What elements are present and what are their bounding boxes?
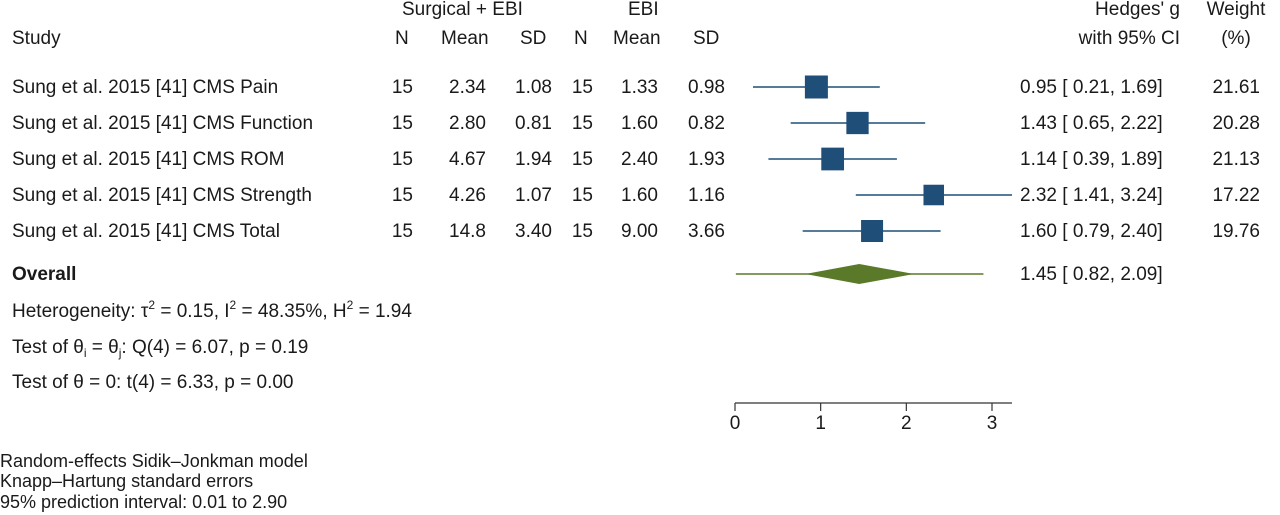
n1-cell: 15 [391, 149, 413, 170]
sd2-cell: 1.93 [688, 149, 725, 170]
ci-text-cell: 1.43 [ 0.65, 2.22] [1020, 113, 1163, 134]
overall-ci-text: 1.45 [ 0.82, 2.09] [1020, 264, 1163, 285]
sd1-cell: 1.94 [515, 149, 552, 170]
sd1-cell: 0.81 [515, 113, 552, 134]
mean1-cell: 2.80 [449, 113, 486, 134]
mean2-cell: 1.60 [621, 185, 658, 206]
weight-header-line2: (%) [1221, 28, 1251, 49]
weight-header-line1: Weight [1206, 0, 1266, 20]
mean1-cell: 4.67 [449, 149, 486, 170]
effect-marker [821, 147, 845, 171]
study-column-header: Study [12, 28, 61, 49]
n1-cell: 15 [391, 113, 413, 134]
sd2-cell: 0.82 [688, 113, 725, 134]
sd2-cell: 3.66 [688, 221, 725, 242]
sd1-cell: 1.08 [515, 77, 552, 98]
se-footnote: Knapp–Hartung standard errors [0, 471, 254, 491]
study-label: Sung et al. 2015 [41] CMS Function [12, 113, 314, 134]
sd2-column-header: SD [693, 28, 720, 49]
n2-cell: 15 [571, 113, 593, 134]
overall-effect-test-text: Test of θ = 0: t(4) = 6.33, p = 0.00 [12, 372, 294, 393]
study-label: Sung et al. 2015 [41] CMS Pain [12, 77, 279, 98]
ci-text-cell: 0.95 [ 0.21, 1.69] [1020, 77, 1163, 98]
n2-cell: 15 [571, 149, 593, 170]
x-axis-tick-label: 1 [815, 413, 826, 434]
mean2-cell: 2.40 [621, 149, 658, 170]
mean1-cell: 2.34 [449, 77, 486, 98]
sd2-cell: 0.98 [688, 77, 725, 98]
weight-cell: 21.61 [1212, 77, 1260, 98]
n2-cell: 15 [571, 77, 593, 98]
ci-text-cell: 1.14 [ 0.39, 1.89] [1020, 149, 1163, 170]
study-label: Sung et al. 2015 [41] CMS ROM [12, 149, 285, 170]
sd1-cell: 1.07 [515, 185, 552, 206]
n2-column-header: N [574, 28, 588, 49]
overall-diamond [805, 264, 915, 284]
x-axis-tick-label: 3 [987, 413, 998, 434]
n1-cell: 15 [391, 221, 413, 242]
weight-cell: 20.28 [1212, 113, 1260, 134]
mean2-cell: 9.00 [621, 221, 658, 242]
effect-marker [923, 184, 945, 206]
prediction-interval-footnote: 95% prediction interval: 0.01 to 2.90 [0, 492, 288, 512]
mean1-cell: 14.8 [449, 221, 486, 242]
x-axis-tick-label: 2 [901, 413, 912, 434]
mean1-column-header: Mean [441, 28, 489, 49]
homogeneity-test-text: Test of θi = θj: Q(4) = 6.07, p = 0.19 [12, 337, 309, 360]
study-label: Sung et al. 2015 [41] CMS Strength [12, 185, 312, 206]
model-footnote: Random-effects Sidik–Jonkman model [0, 451, 308, 471]
n2-cell: 15 [571, 221, 593, 242]
n1-cell: 15 [391, 77, 413, 98]
mean2-cell: 1.33 [621, 77, 658, 98]
n1-cell: 15 [391, 185, 413, 206]
n2-cell: 15 [571, 185, 593, 206]
ci-text-cell: 1.60 [ 0.79, 2.40] [1020, 221, 1163, 242]
effect-marker [846, 111, 869, 135]
overall-label: Overall [12, 264, 77, 285]
group1-header: Surgical + EBI [402, 0, 523, 20]
mean2-cell: 1.60 [621, 113, 658, 134]
effect-marker [861, 220, 884, 242]
heterogeneity-text: Heterogeneity: τ2 = 0.15, I2 = 48.35%, H… [12, 298, 412, 322]
group2-header: EBI [628, 0, 659, 20]
sd1-column-header: SD [520, 28, 547, 49]
effect-marker [804, 75, 828, 99]
weight-cell: 17.22 [1212, 185, 1260, 206]
weight-cell: 21.13 [1212, 149, 1260, 170]
sd1-cell: 3.40 [515, 221, 552, 242]
sd2-cell: 1.16 [688, 185, 725, 206]
study-label: Sung et al. 2015 [41] CMS Total [12, 221, 280, 242]
ci-text-cell: 2.32 [ 1.41, 3.24] [1020, 185, 1163, 206]
mean2-column-header: Mean [613, 28, 661, 49]
weight-cell: 19.76 [1212, 221, 1260, 242]
mean1-cell: 4.26 [449, 185, 486, 206]
n1-column-header: N [395, 28, 409, 49]
x-axis-tick-label: 0 [730, 413, 741, 434]
